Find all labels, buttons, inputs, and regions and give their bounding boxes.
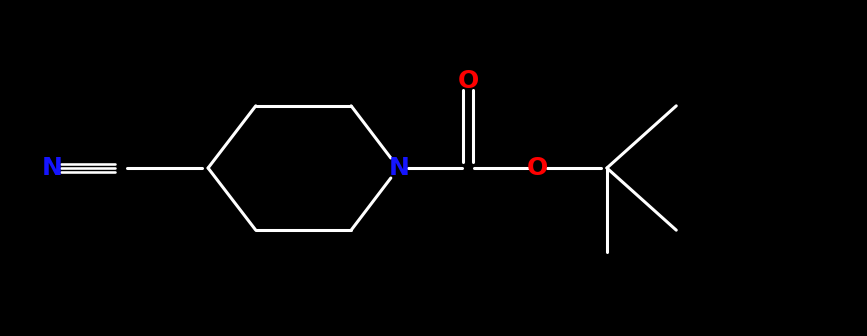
Text: O: O [527,156,548,180]
Text: O: O [458,69,479,93]
Text: N: N [388,156,409,180]
Text: N: N [42,156,62,180]
